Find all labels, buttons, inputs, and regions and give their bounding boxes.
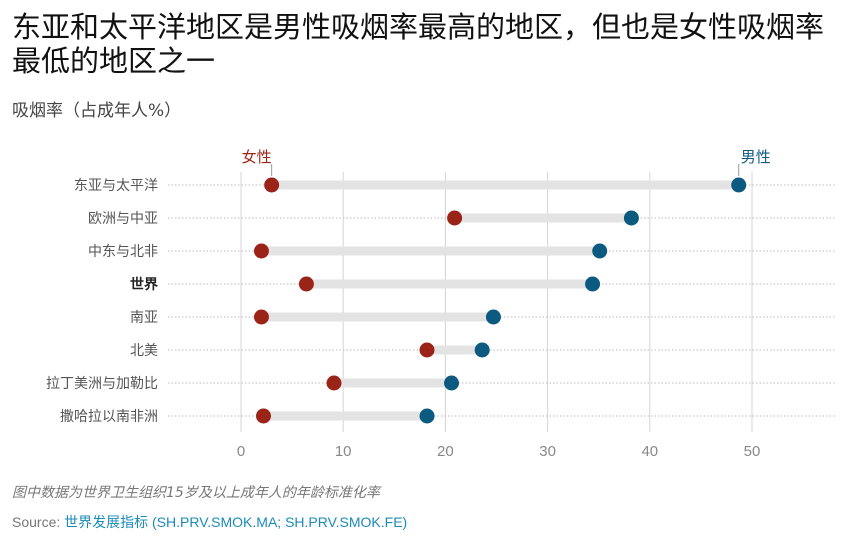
legend-label: 男性 xyxy=(741,148,771,166)
female-point xyxy=(253,309,269,325)
axis-label: 吸烟率（占成年人%） xyxy=(12,101,182,121)
x-tick-label: 0 xyxy=(237,443,245,460)
male-point xyxy=(585,276,601,292)
female-point xyxy=(264,177,280,193)
source-link[interactable]: 世界发展指标 (SH.PRV.SMOK.MA; SH.PRV.SMOK.FE) xyxy=(64,514,408,530)
x-tick-label: 10 xyxy=(335,443,352,460)
category-label: 拉丁美洲与加勒比 xyxy=(46,376,158,392)
male-point xyxy=(623,210,639,226)
chart-note: 图中数据为世界卫生组织15岁及以上成年人的年龄标准化率 xyxy=(12,485,380,501)
male-point xyxy=(485,309,501,325)
male-point xyxy=(592,243,608,259)
source-label: Source: xyxy=(12,514,65,530)
category-label: 南亚 xyxy=(130,310,158,326)
male-point xyxy=(419,408,435,424)
male-point xyxy=(731,177,747,193)
female-point xyxy=(419,342,435,358)
category-label: 欧洲与中亚 xyxy=(88,211,158,227)
male-point xyxy=(444,375,460,391)
x-tick-label: 40 xyxy=(641,443,658,460)
female-point xyxy=(447,210,463,226)
female-point xyxy=(253,243,269,259)
chart-title: 东亚和太平洋地区是男性吸烟率最高的地区，但也是女性吸烟率最低的地区之一 xyxy=(12,10,825,78)
category-label: 东亚与太平洋 xyxy=(74,178,158,194)
x-tick-label: 50 xyxy=(744,443,761,460)
x-tick-label: 20 xyxy=(437,443,454,460)
category-label: 世界 xyxy=(130,276,159,293)
source-line: Source: 世界发展指标 (SH.PRV.SMOK.MA; SH.PRV.S… xyxy=(12,512,407,532)
category-label: 撒哈拉以南非洲 xyxy=(60,409,158,425)
female-point xyxy=(298,276,314,292)
category-label: 北美 xyxy=(130,343,158,359)
male-point xyxy=(474,342,490,358)
legend-label: 女性 xyxy=(242,148,272,166)
female-point xyxy=(255,408,271,424)
category-label: 中东与北非 xyxy=(88,244,158,260)
female-point xyxy=(326,375,342,391)
x-tick-label: 30 xyxy=(539,443,556,460)
